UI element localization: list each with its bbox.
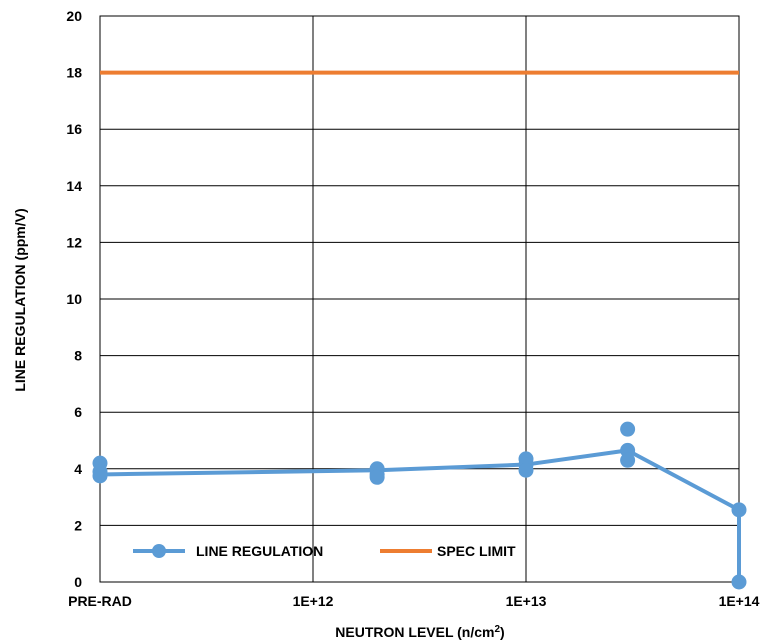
y-axis-title: LINE REGULATION (ppm/V) [12, 208, 28, 391]
legend-line-regulation-label: LINE REGULATION [196, 543, 323, 559]
x-tick-label: 1E+14 [719, 593, 760, 609]
y-tick-label: 4 [74, 461, 82, 477]
y-tick-label: 6 [74, 404, 82, 420]
x-tick-label: 1E+12 [293, 593, 334, 609]
y-tick-label: 2 [74, 517, 82, 533]
line-regulation-point [369, 469, 385, 485]
legend-spec-limit-label: SPEC LIMIT [437, 543, 516, 559]
y-tick-label: 8 [74, 348, 82, 364]
x-axis-title-main: NEUTRON LEVEL (n/cm [335, 624, 494, 640]
y-tick-label: 18 [66, 65, 82, 81]
x-axis-title: NEUTRON LEVEL (n/cm2) [335, 624, 504, 641]
grid [99, 15, 740, 583]
y-tick-labels: 0 2 4 6 8 10 12 14 16 18 20 [66, 8, 82, 590]
x-axis-title-end: ) [500, 624, 505, 640]
line-regulation-point [518, 462, 534, 478]
y-tick-label: 16 [66, 121, 82, 137]
y-tick-label: 10 [66, 291, 82, 307]
x-tick-labels: PRE-RAD 1E+12 1E+13 1E+14 [68, 593, 760, 609]
line-regulation-point [731, 574, 747, 590]
plot-border [99, 15, 740, 583]
legend-line-regulation-marker [152, 544, 166, 558]
line-regulation-point [92, 468, 108, 484]
y-tick-label: 0 [74, 574, 82, 590]
x-tick-label: 1E+13 [506, 593, 547, 609]
x-tick-label: PRE-RAD [68, 593, 132, 609]
line-regulation-point [731, 502, 747, 518]
x-axis-title-sup: 2 [494, 624, 500, 635]
y-tick-label: 20 [66, 8, 82, 24]
legend: LINE REGULATION SPEC LIMIT [133, 543, 516, 559]
line-regulation-point [620, 421, 636, 437]
line-regulation-line [99, 448, 741, 582]
line-regulation-layer [92, 421, 747, 590]
line-regulation-point [620, 452, 636, 468]
y-tick-label: 12 [66, 234, 82, 250]
y-tick-label: 14 [66, 178, 82, 194]
